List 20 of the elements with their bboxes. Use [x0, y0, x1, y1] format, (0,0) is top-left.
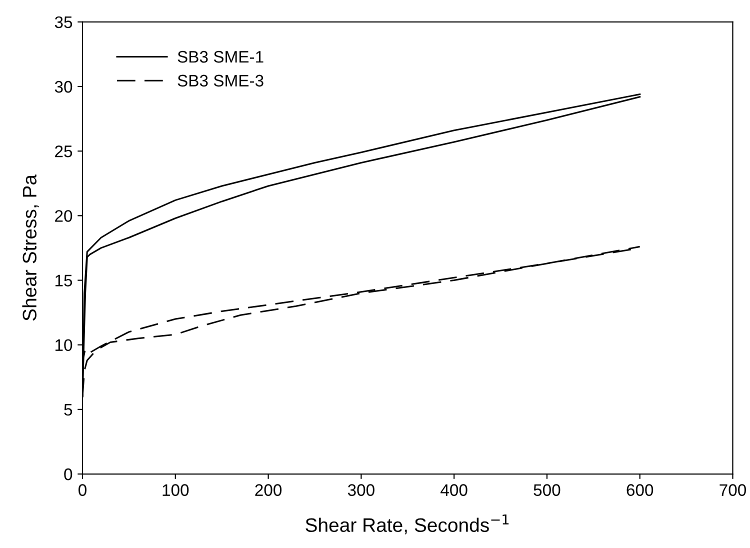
- y-tick-label: 15: [56, 274, 72, 286]
- y-tick-label: 10: [56, 339, 72, 352]
- x-tick-label: 500: [534, 484, 560, 496]
- y-tick-label: 0: [64, 468, 72, 480]
- x-tick-label: 0: [78, 484, 86, 496]
- x-tick-label: 600: [626, 484, 654, 496]
- y-tick-label: 5: [64, 404, 72, 416]
- legend-label: SB3 SME-1: [178, 50, 264, 63]
- x-tick-label: 200: [255, 484, 282, 496]
- y-tick-label: 20: [55, 210, 72, 222]
- x-tick-label: 100: [162, 484, 189, 496]
- x-tick-label: 400: [440, 484, 468, 496]
- y-tick-label: 30: [54, 80, 72, 93]
- y-tick-label: 25: [55, 145, 72, 158]
- y-axis-title: Shear Stress, Pa: [22, 174, 39, 321]
- y-tick-label: 35: [54, 16, 72, 28]
- x-tick-label: 700: [720, 484, 746, 496]
- legend-label: SB3 SME-3: [178, 74, 264, 87]
- x-tick-label: 300: [348, 484, 374, 496]
- x-axis-title: Shear Rate, Seconds$^{−1}$: [306, 514, 509, 534]
